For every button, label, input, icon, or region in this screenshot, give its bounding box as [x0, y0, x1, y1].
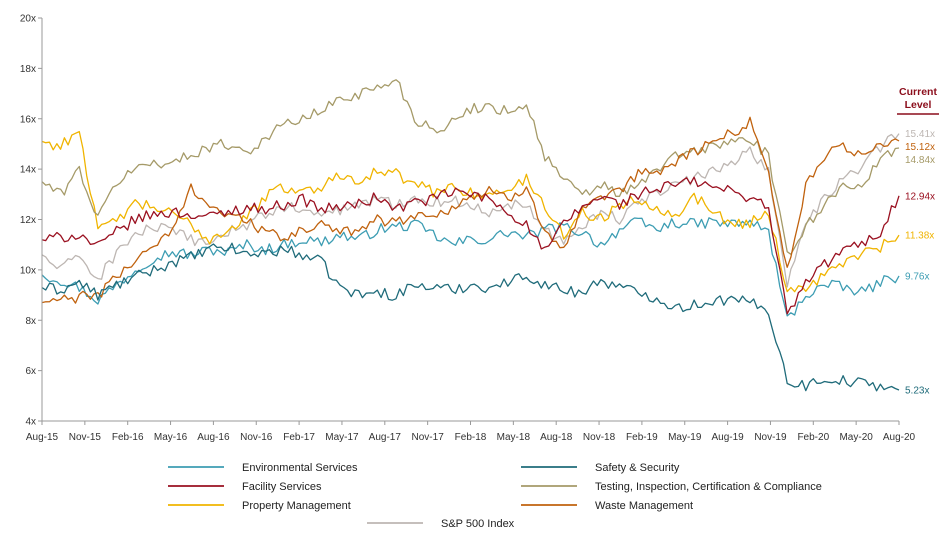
legend: Environmental Services Safety & Security F… — [168, 462, 822, 530]
series-line-testing-inspection-certification-compliance — [41, 79, 900, 255]
legend-label-waste-management: Waste Management — [595, 500, 693, 512]
current-level-header: Current Level — [897, 86, 939, 115]
x-tick-label: Aug-17 — [369, 432, 402, 443]
end-value-label: 15.12x — [905, 142, 935, 153]
end-value-label: 5.23x — [905, 386, 929, 397]
x-tick-label: Aug-18 — [540, 432, 573, 443]
legend-label-environmental-services: Environmental Services — [242, 462, 358, 474]
end-value-label: 14.84x — [905, 155, 935, 166]
legend-label-safety-security: Safety & Security — [595, 462, 680, 474]
end-value-label: 9.76x — [905, 271, 929, 282]
y-tick-label: 14x — [20, 165, 36, 176]
x-tick-label: Feb-16 — [112, 432, 144, 443]
x-tick-label: Aug-19 — [711, 432, 744, 443]
y-tick-label: 6x — [25, 366, 36, 377]
x-tick-label: Nov-16 — [240, 432, 273, 443]
y-tick-label: 12x — [20, 215, 36, 226]
current-level-label-line-1: Current — [899, 86, 937, 98]
y-tick-label: 20x — [20, 14, 36, 25]
x-tick-label: Nov-15 — [69, 432, 102, 443]
x-tick-label: Feb-17 — [283, 432, 315, 443]
series-line-facility-services — [41, 176, 900, 315]
x-tick-label: Feb-19 — [626, 432, 658, 443]
y-tick-label: 18x — [20, 64, 36, 75]
x-tick-label: May-18 — [497, 432, 531, 443]
series-line-waste-management — [41, 116, 900, 304]
x-tick-label: May-19 — [668, 432, 702, 443]
x-tick-label: Aug-20 — [883, 432, 916, 443]
y-tick-label: 10x — [20, 265, 36, 276]
series-line-safety-security — [41, 242, 900, 392]
x-tick-label: May-20 — [839, 432, 873, 443]
end-value-label: 11.38x — [905, 231, 934, 242]
series-line-s-p-500-index — [41, 133, 900, 288]
x-tick-label: May-17 — [325, 432, 359, 443]
legend-label-facility-services: Facility Services — [242, 481, 322, 493]
x-tick-label: Nov-17 — [412, 432, 445, 443]
x-tick-label: Aug-16 — [197, 432, 230, 443]
x-tick-label: May-16 — [154, 432, 188, 443]
legend-label-testing-inspection-certification-compliance: Testing, Inspection, Certification & Com… — [595, 481, 822, 493]
x-tick-label: Nov-19 — [754, 432, 787, 443]
legend-label-property-management: Property Management — [242, 500, 351, 512]
x-tick-label: Feb-20 — [797, 432, 829, 443]
y-tick-label: 16x — [20, 114, 36, 125]
y-tick-label: 4x — [25, 417, 36, 428]
legend-label-s-p-500-index: S&P 500 Index — [441, 518, 515, 530]
x-tick-label: Nov-18 — [583, 432, 616, 443]
y-tick-label: 8x — [25, 316, 36, 327]
x-tick-label: Feb-18 — [455, 432, 487, 443]
current-level-label-line-2: Level — [905, 99, 932, 111]
end-value-label: 12.94x — [905, 191, 935, 202]
series-line-property-management — [41, 130, 900, 293]
series-line-environmental-services — [41, 217, 900, 317]
end-value-label: 15.41x — [905, 129, 935, 140]
x-tick-label: Aug-15 — [26, 432, 59, 443]
